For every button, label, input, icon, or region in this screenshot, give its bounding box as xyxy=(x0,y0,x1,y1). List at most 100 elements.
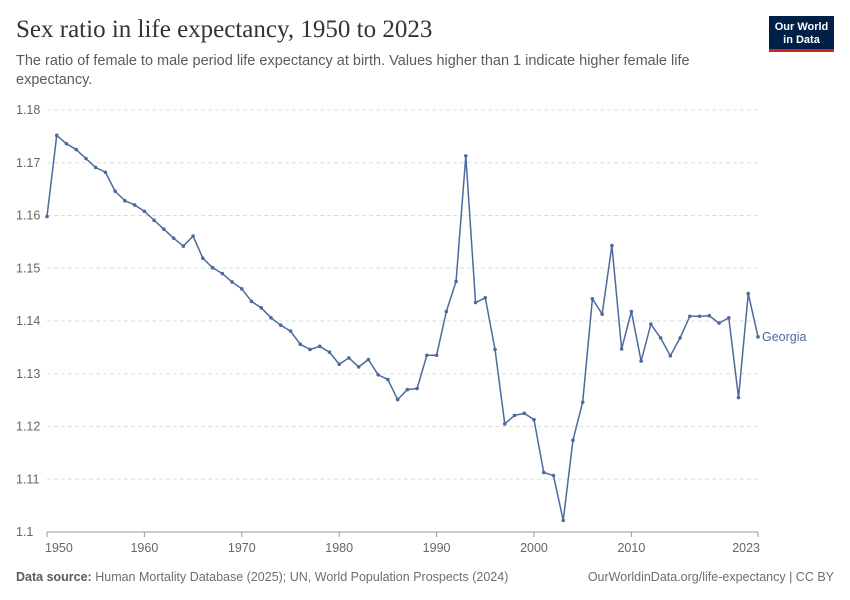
series-labels: Georgia xyxy=(762,330,807,344)
data-point[interactable] xyxy=(191,234,195,238)
data-point[interactable] xyxy=(239,287,244,291)
x-tick-label: 2023 xyxy=(732,541,760,555)
data-point[interactable] xyxy=(444,309,449,314)
data-point[interactable] xyxy=(590,297,595,301)
data-point[interactable] xyxy=(454,279,458,284)
data-source: Data source: Human Mortality Database (2… xyxy=(16,570,508,584)
data-point[interactable] xyxy=(756,335,760,339)
data-point[interactable] xyxy=(726,316,731,320)
series-label-georgia[interactable]: Georgia xyxy=(762,330,807,344)
data-point[interactable] xyxy=(230,280,234,284)
data-point[interactable] xyxy=(512,413,517,418)
data-point[interactable] xyxy=(376,373,380,377)
data-point[interactable] xyxy=(483,295,488,300)
data-point[interactable] xyxy=(152,218,156,223)
data-point[interactable] xyxy=(327,350,332,354)
data-point[interactable] xyxy=(132,203,137,207)
data-point[interactable] xyxy=(64,141,69,146)
data-point[interactable] xyxy=(220,271,225,276)
data-point[interactable] xyxy=(337,362,341,367)
data-point[interactable] xyxy=(736,395,741,400)
data-point[interactable] xyxy=(532,417,536,422)
data-point[interactable] xyxy=(464,154,468,158)
data-point[interactable] xyxy=(707,313,712,318)
y-tick-label: 1.12 xyxy=(16,420,40,434)
data-point[interactable] xyxy=(113,189,117,194)
data-point[interactable] xyxy=(171,236,176,240)
y-tick-label: 1.11 xyxy=(16,472,39,486)
data-point[interactable] xyxy=(502,422,507,426)
data-point[interactable] xyxy=(386,377,390,382)
data-point[interactable] xyxy=(668,354,673,358)
y-tick-label: 1.18 xyxy=(16,103,40,117)
data-source-text: Human Mortality Database (2025); UN, Wor… xyxy=(95,570,509,584)
data-point[interactable] xyxy=(278,323,283,328)
data-point[interactable] xyxy=(298,342,303,347)
data-point[interactable] xyxy=(162,227,166,232)
data-point[interactable] xyxy=(639,359,643,363)
data-point[interactable] xyxy=(600,312,604,316)
data-point[interactable] xyxy=(434,353,439,358)
data-point[interactable] xyxy=(366,357,371,362)
data-point[interactable] xyxy=(308,347,312,352)
data-point[interactable] xyxy=(697,314,702,319)
data-point[interactable] xyxy=(123,198,127,203)
data-point[interactable] xyxy=(415,386,419,391)
data-point[interactable] xyxy=(746,291,751,296)
data-point[interactable] xyxy=(649,322,653,326)
data-point[interactable] xyxy=(522,411,527,416)
data-point[interactable] xyxy=(493,347,497,352)
data-point[interactable] xyxy=(269,316,273,320)
data-point[interactable] xyxy=(405,387,410,392)
y-tick-label: 1.14 xyxy=(16,314,40,328)
data-point[interactable] xyxy=(619,347,624,351)
data-point[interactable] xyxy=(688,314,692,319)
data-point[interactable] xyxy=(610,243,614,248)
data-point[interactable] xyxy=(425,353,429,358)
series-line-georgia[interactable] xyxy=(46,134,759,522)
data-point[interactable] xyxy=(678,336,682,340)
source-url-link[interactable]: OurWorldinData.org/life-expectancy | CC … xyxy=(587,570,834,584)
x-axis: 1950 1960 1970 1980 1990 2000 2010 2023 xyxy=(45,531,760,555)
data-point[interactable] xyxy=(259,306,264,310)
logo-line-1: Our World xyxy=(774,21,829,33)
data-point[interactable] xyxy=(541,470,546,475)
data-point[interactable] xyxy=(45,214,49,219)
data-point[interactable] xyxy=(317,344,322,349)
data-point[interactable] xyxy=(473,300,478,305)
data-point[interactable] xyxy=(551,473,556,478)
data-point[interactable] xyxy=(717,321,721,325)
data-point[interactable] xyxy=(74,147,79,152)
data-point[interactable] xyxy=(571,438,575,443)
logo-line-2: in Data xyxy=(783,34,820,46)
data-point[interactable] xyxy=(210,265,215,270)
x-tick-label: 2010 xyxy=(617,541,645,555)
grid-lines xyxy=(47,109,758,533)
x-tick-label: 1990 xyxy=(423,541,451,555)
data-point[interactable] xyxy=(356,365,361,369)
data-point[interactable] xyxy=(201,256,205,261)
chart-subtitle: The ratio of female to male period life … xyxy=(16,53,690,88)
data-point[interactable] xyxy=(288,329,293,333)
data-point[interactable] xyxy=(580,400,585,405)
data-point[interactable] xyxy=(142,209,147,214)
chart-title: Sex ratio in life expectancy, 1950 to 20… xyxy=(16,16,433,43)
y-tick-label: 1.15 xyxy=(16,261,40,275)
data-point[interactable] xyxy=(561,518,566,523)
data-point[interactable] xyxy=(347,356,351,360)
data-point[interactable] xyxy=(103,170,108,175)
x-tick-label: 2000 xyxy=(520,541,548,555)
x-tick-label: 1980 xyxy=(325,541,353,555)
data-point[interactable] xyxy=(658,336,663,340)
data-point[interactable] xyxy=(249,299,254,304)
x-tick-label: 1950 xyxy=(45,541,73,555)
data-point[interactable] xyxy=(629,309,634,314)
x-tick-label: 1970 xyxy=(228,541,256,555)
data-point[interactable] xyxy=(54,133,59,138)
data-point[interactable] xyxy=(84,156,88,161)
data-point[interactable] xyxy=(93,165,98,170)
data-point[interactable] xyxy=(181,244,186,248)
series-layer xyxy=(45,133,760,523)
owid-logo[interactable]: Our World in Data xyxy=(769,16,834,52)
data-point[interactable] xyxy=(395,397,400,402)
